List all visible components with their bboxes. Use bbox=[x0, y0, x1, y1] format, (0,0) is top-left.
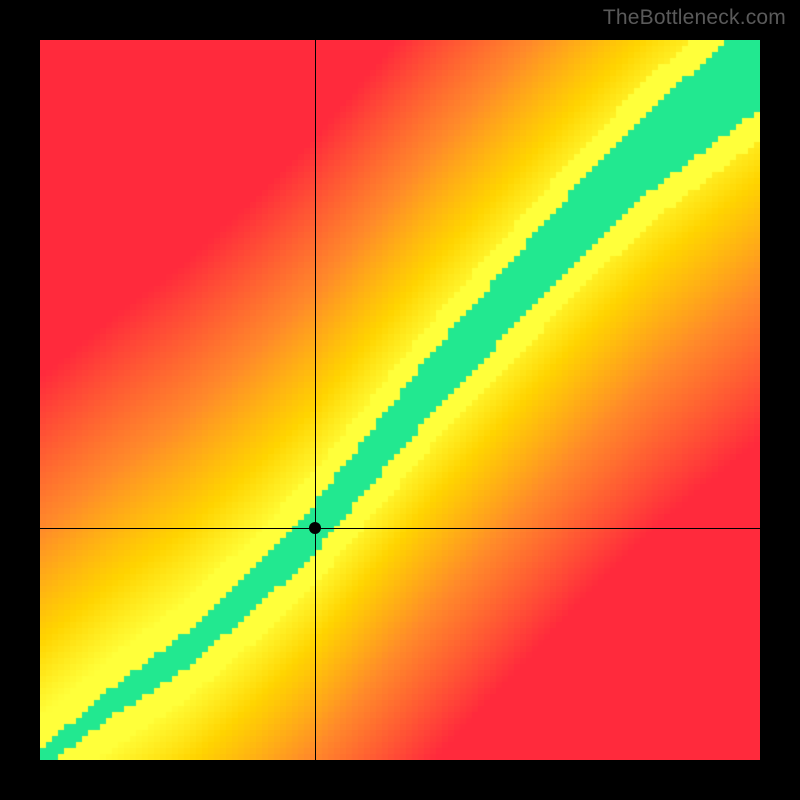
bottleneck-heatmap bbox=[40, 40, 760, 760]
selection-marker bbox=[309, 522, 321, 534]
watermark-text: TheBottleneck.com bbox=[603, 6, 786, 30]
plot-frame bbox=[40, 40, 760, 760]
crosshair-horizontal bbox=[40, 528, 760, 529]
crosshair-vertical bbox=[315, 40, 316, 760]
chart-container: TheBottleneck.com bbox=[0, 0, 800, 800]
